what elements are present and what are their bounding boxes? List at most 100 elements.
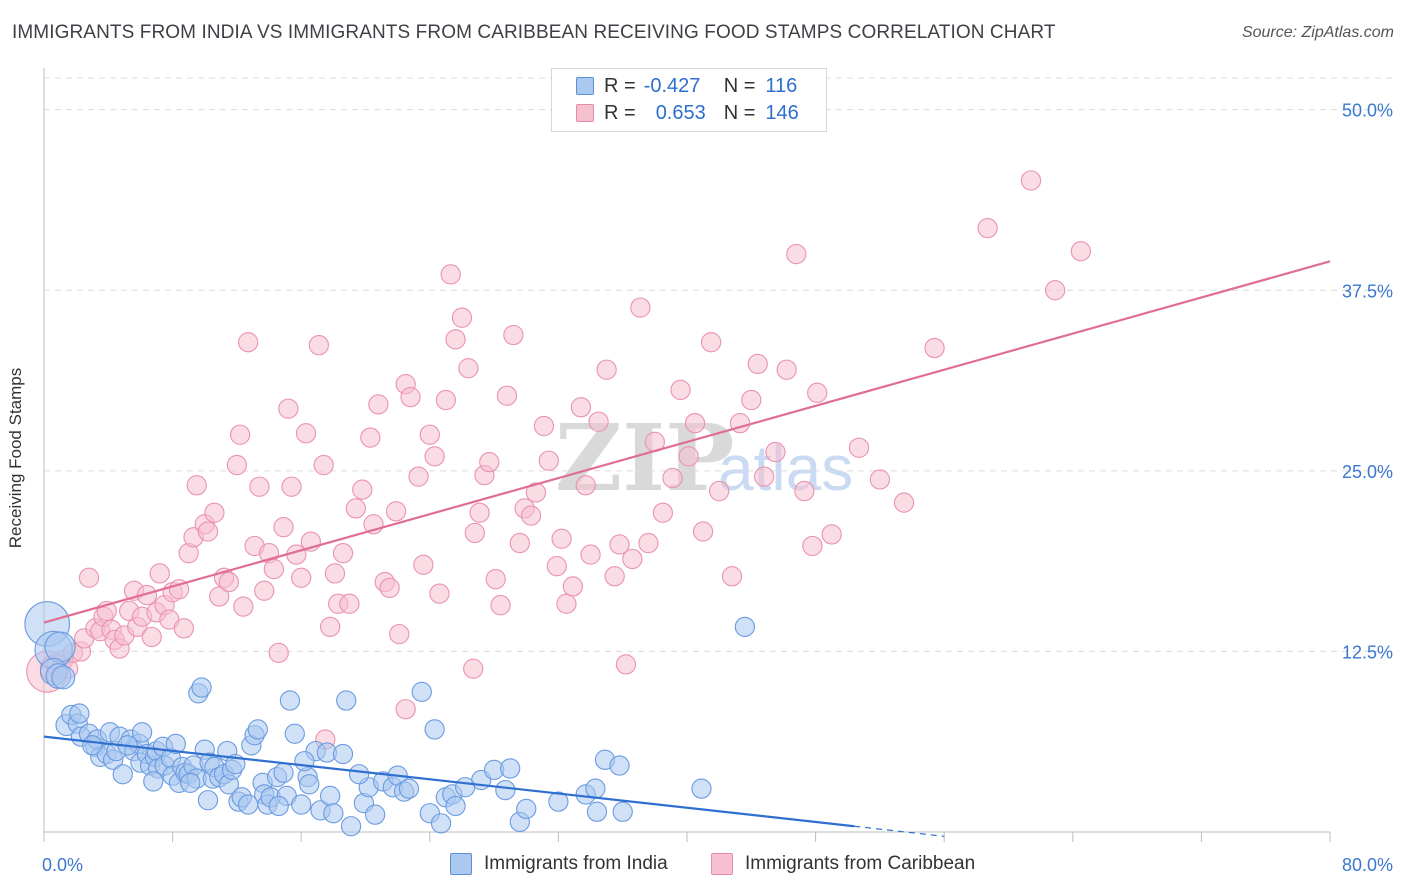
india-point bbox=[247, 719, 268, 740]
caribbean-point bbox=[503, 324, 524, 346]
caribbean-point bbox=[339, 593, 360, 614]
bottom-legend-caribbean-label: Immigrants from Caribbean bbox=[745, 853, 976, 874]
caribbean-point bbox=[622, 548, 643, 570]
caribbean-point bbox=[429, 583, 450, 604]
caribbean-point bbox=[229, 424, 251, 445]
india-swatch-icon bbox=[576, 77, 594, 95]
caribbean-point bbox=[233, 596, 254, 617]
caribbean-point bbox=[226, 454, 248, 476]
watermark-atlas: atlas bbox=[718, 432, 853, 504]
chart-title: IMMIGRANTS FROM INDIA VS IMMIGRANTS FROM… bbox=[12, 22, 1056, 43]
caribbean-point bbox=[352, 479, 373, 500]
watermark-zip: ZIP bbox=[555, 404, 734, 512]
caribbean-point bbox=[670, 379, 691, 401]
caribbean-point bbox=[525, 482, 547, 503]
caribbean-point bbox=[400, 387, 421, 408]
caribbean-point bbox=[435, 389, 457, 411]
caribbean-point bbox=[678, 446, 699, 467]
source-label: Source: ZipAtlas.com bbox=[1241, 24, 1394, 41]
caribbean-point bbox=[197, 521, 219, 542]
caribbean-point bbox=[1070, 241, 1091, 262]
caribbean-point bbox=[575, 475, 596, 496]
caribbean-point bbox=[546, 556, 567, 577]
india-point bbox=[180, 772, 201, 794]
caribbean-point bbox=[776, 359, 797, 380]
y-axis-title: Receiving Food Stamps bbox=[6, 367, 25, 549]
india-point bbox=[69, 703, 90, 724]
india-point bbox=[411, 681, 432, 703]
india-point bbox=[516, 798, 537, 820]
india-point bbox=[691, 778, 712, 799]
india-point bbox=[734, 616, 756, 637]
caribbean-point bbox=[765, 441, 786, 463]
caribbean-point bbox=[324, 563, 346, 584]
caribbean-point bbox=[389, 623, 410, 645]
caribbean-point bbox=[821, 524, 842, 545]
caribbean-point bbox=[440, 264, 461, 285]
caribbean-point bbox=[313, 454, 334, 476]
india-point bbox=[445, 795, 466, 817]
india-point bbox=[51, 665, 76, 690]
caribbean-point bbox=[562, 576, 584, 597]
caribbean-point bbox=[520, 505, 542, 526]
caribbean-point bbox=[413, 554, 434, 575]
india-point bbox=[500, 758, 521, 779]
caribbean-point bbox=[424, 446, 445, 467]
india-point bbox=[455, 777, 476, 798]
caribbean-legend-swatch-icon bbox=[711, 853, 733, 875]
correlation-legend: R = -0.427 N = 116 R = 0.653 N = 146 bbox=[551, 68, 827, 132]
legend-r-label: R = bbox=[604, 74, 636, 97]
india-point bbox=[279, 690, 301, 711]
caribbean-point bbox=[709, 480, 730, 502]
caribbean-point bbox=[490, 595, 511, 616]
india-point bbox=[348, 764, 370, 785]
bottom-legend-caribbean: Immigrants from Caribbean bbox=[711, 851, 975, 877]
india-point bbox=[131, 722, 153, 743]
caribbean-point bbox=[596, 359, 617, 380]
caribbean-point bbox=[295, 423, 317, 444]
caribbean-point bbox=[570, 397, 592, 418]
caribbean-point bbox=[615, 654, 637, 675]
caribbean-point bbox=[273, 517, 294, 538]
caribbean-point bbox=[496, 385, 518, 406]
caribbean-point bbox=[149, 563, 170, 584]
y-tick-label: 12.5% bbox=[1342, 642, 1393, 662]
india-point bbox=[398, 778, 420, 799]
caribbean-point bbox=[977, 217, 998, 239]
india-point bbox=[165, 733, 186, 755]
y-tick-label: 50.0% bbox=[1342, 101, 1393, 121]
caribbean-point bbox=[662, 467, 683, 489]
legend-r-value-caribbean: 0.653 bbox=[655, 101, 706, 124]
caribbean-point bbox=[533, 415, 555, 437]
caribbean-point bbox=[924, 337, 945, 359]
india-point bbox=[112, 764, 133, 785]
caribbean-point bbox=[464, 522, 485, 544]
india-point bbox=[609, 755, 630, 776]
caribbean-point bbox=[136, 584, 158, 606]
x-tick-label: 80.0% bbox=[1342, 855, 1393, 875]
caribbean-point bbox=[1020, 170, 1042, 191]
caribbean-point bbox=[463, 658, 484, 679]
caribbean-point bbox=[168, 579, 190, 600]
caribbean-point bbox=[479, 452, 500, 473]
india-point bbox=[336, 690, 357, 711]
caribbean-point bbox=[254, 580, 275, 601]
caribbean-point bbox=[319, 616, 341, 637]
india-point bbox=[495, 779, 516, 801]
legend-n-label: N = bbox=[723, 101, 756, 124]
caribbean-point bbox=[268, 642, 289, 664]
india-point bbox=[323, 803, 344, 824]
caribbean-point bbox=[204, 502, 225, 523]
caribbean-swatch-icon bbox=[576, 104, 594, 122]
caribbean-point bbox=[308, 335, 330, 356]
caribbean-point bbox=[786, 243, 807, 265]
caribbean-point bbox=[652, 502, 674, 523]
caribbean-point bbox=[218, 571, 240, 593]
india-point bbox=[44, 631, 76, 663]
x-tick-label: 0.0% bbox=[42, 855, 83, 875]
bottom-legend-india-label: Immigrants from India bbox=[484, 853, 668, 874]
caribbean-point bbox=[609, 534, 630, 555]
caribbean-point bbox=[485, 569, 506, 590]
legend-n-label: N = bbox=[723, 74, 756, 97]
